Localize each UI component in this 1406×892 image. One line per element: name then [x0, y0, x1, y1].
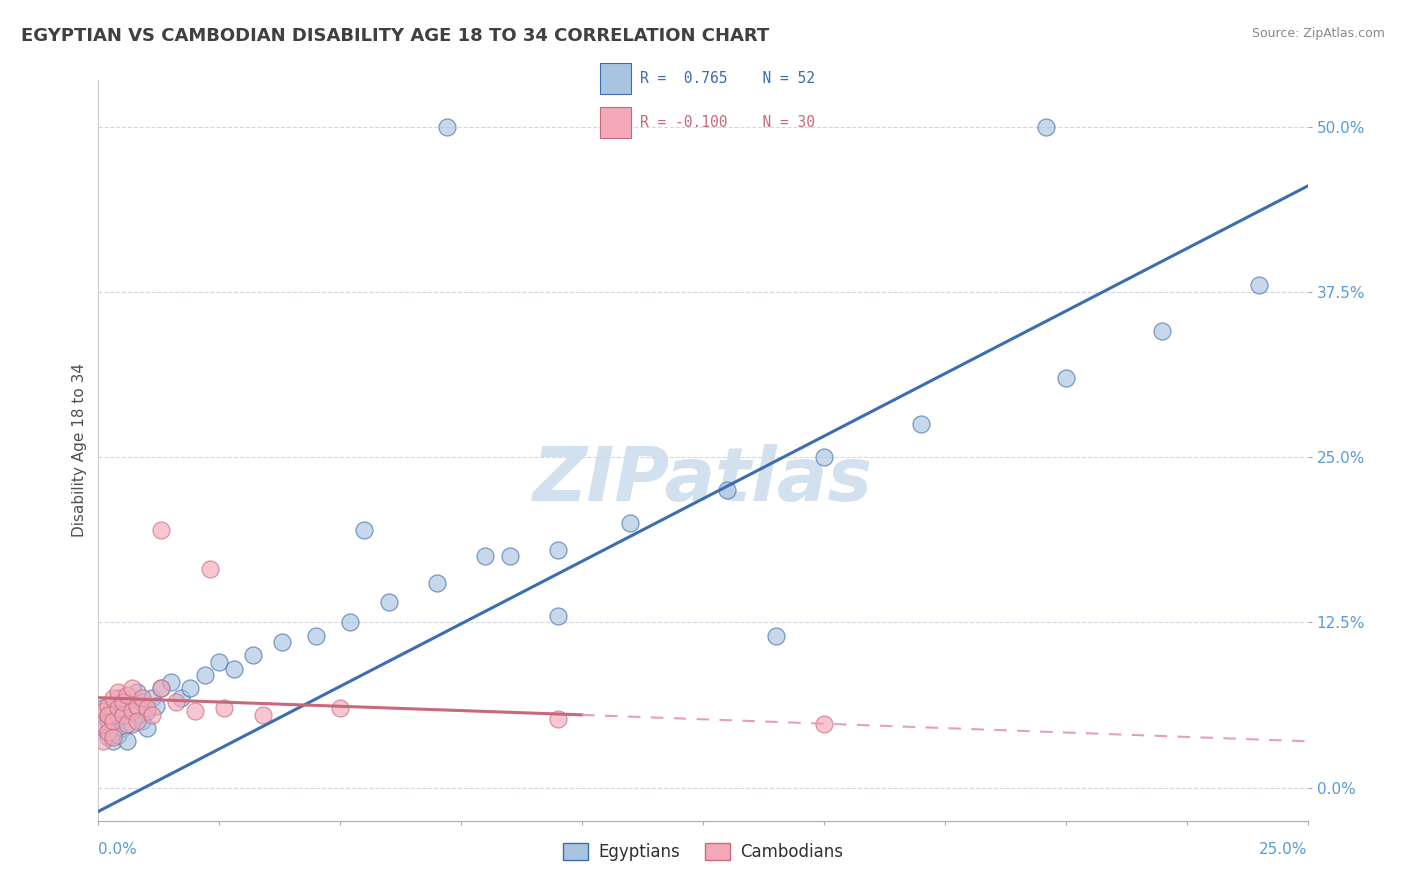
Point: [121, 681, 143, 696]
Point: [141, 690, 163, 705]
Point: [135, 704, 157, 718]
Point: [145, 698, 167, 713]
Point: [117, 734, 139, 748]
Y-axis label: Disability Age 18 to 34: Disability Age 18 to 34: [72, 363, 87, 538]
Point: [127, 714, 149, 729]
Bar: [600, 107, 631, 138]
Point: [121, 704, 143, 718]
Point: [426, 575, 449, 590]
Point: [107, 690, 129, 705]
Point: [101, 731, 124, 745]
Point: [121, 701, 143, 715]
Point: [97, 698, 120, 713]
Point: [813, 450, 835, 464]
Point: [131, 714, 153, 729]
Point: [353, 523, 375, 537]
Point: [97, 707, 120, 722]
Point: [813, 717, 835, 731]
Point: [111, 707, 134, 722]
Point: [101, 690, 124, 705]
Point: [101, 717, 124, 731]
Point: [107, 701, 129, 715]
Point: [97, 707, 120, 722]
Point: [117, 717, 139, 731]
Point: [377, 595, 399, 609]
Point: [765, 629, 787, 643]
Point: [1035, 120, 1057, 134]
Text: 25.0%: 25.0%: [1260, 842, 1308, 857]
Point: [242, 648, 264, 663]
Point: [117, 688, 139, 702]
Point: [101, 714, 124, 729]
Point: [97, 725, 120, 739]
Point: [150, 681, 173, 696]
Point: [91, 704, 114, 718]
Point: [169, 690, 191, 705]
Point: [101, 725, 124, 739]
Point: [1249, 278, 1271, 293]
Point: [339, 615, 361, 630]
Point: [547, 712, 569, 726]
Point: [212, 701, 235, 715]
Point: [107, 728, 129, 742]
Point: [498, 549, 520, 564]
Point: [97, 714, 120, 729]
Point: [127, 698, 149, 713]
Point: [135, 701, 157, 715]
Point: [1054, 370, 1077, 384]
Point: [252, 707, 274, 722]
Point: [107, 685, 129, 699]
Point: [179, 681, 201, 696]
Point: [184, 704, 207, 718]
Point: [131, 695, 153, 709]
Point: [222, 662, 245, 676]
Point: [121, 717, 143, 731]
Text: R = -0.100    N = 30: R = -0.100 N = 30: [640, 115, 815, 130]
Point: [547, 542, 569, 557]
Point: [271, 635, 294, 649]
Point: [474, 549, 496, 564]
Text: EGYPTIAN VS CAMBODIAN DISABILITY AGE 18 TO 34 CORRELATION CHART: EGYPTIAN VS CAMBODIAN DISABILITY AGE 18 …: [21, 27, 769, 45]
Point: [329, 701, 352, 715]
Point: [131, 690, 153, 705]
Point: [165, 695, 187, 709]
Point: [547, 608, 569, 623]
Bar: [600, 63, 631, 94]
Legend: Egyptians, Cambodians: Egyptians, Cambodians: [557, 837, 849, 868]
Point: [107, 707, 129, 722]
Point: [910, 417, 932, 431]
Point: [716, 483, 738, 497]
Point: [91, 721, 114, 735]
Point: [436, 120, 458, 134]
Point: [101, 701, 124, 715]
Point: [111, 704, 134, 718]
Point: [619, 516, 641, 531]
Point: [127, 685, 149, 699]
Point: [141, 707, 163, 722]
Point: [91, 734, 114, 748]
Point: [111, 695, 134, 709]
Point: [208, 655, 231, 669]
Point: [160, 674, 183, 689]
Point: [150, 681, 173, 696]
Point: [117, 695, 139, 709]
Point: [198, 562, 221, 576]
Point: [150, 523, 173, 537]
Text: R =  0.765    N = 52: R = 0.765 N = 52: [640, 70, 815, 86]
Point: [91, 717, 114, 731]
Point: [97, 731, 120, 745]
Point: [1152, 325, 1174, 339]
Point: [135, 721, 157, 735]
Point: [305, 629, 328, 643]
Text: ZIPatlas: ZIPatlas: [533, 443, 873, 516]
Text: 0.0%: 0.0%: [98, 842, 138, 857]
Point: [194, 668, 217, 682]
Text: Source: ZipAtlas.com: Source: ZipAtlas.com: [1251, 27, 1385, 40]
Point: [91, 701, 114, 715]
Point: [111, 721, 134, 735]
Point: [127, 707, 149, 722]
Point: [101, 734, 124, 748]
